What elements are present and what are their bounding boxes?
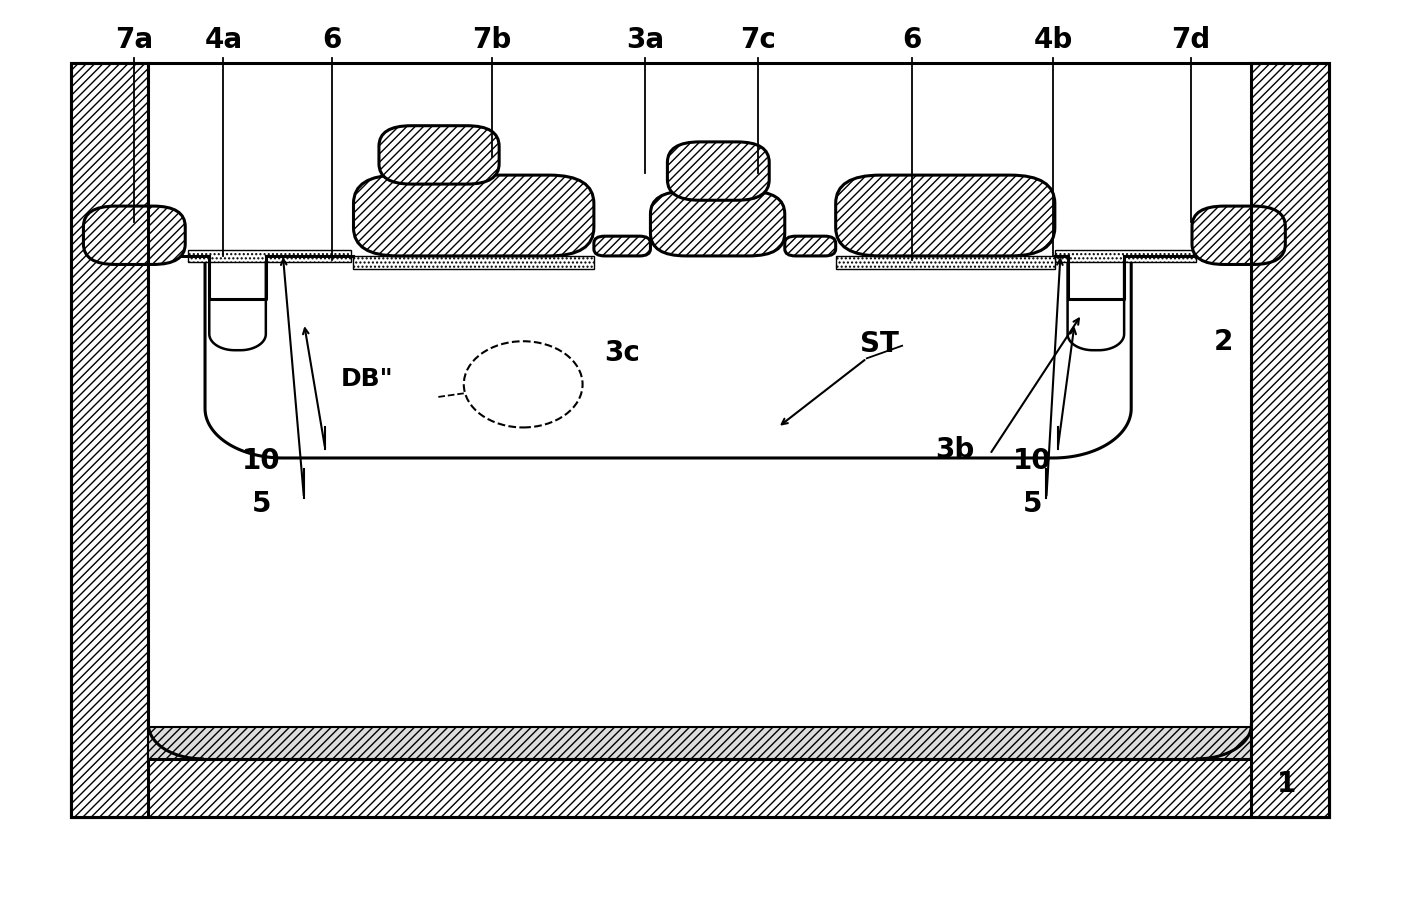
Bar	[1251, 63, 1329, 817]
Text: 3c: 3c	[604, 339, 641, 367]
Text: 5: 5	[252, 490, 271, 518]
Bar	[1055, 250, 1196, 262]
Bar	[71, 63, 148, 817]
Bar	[354, 256, 594, 269]
Text: 1: 1	[1277, 770, 1297, 798]
Bar	[148, 726, 1251, 759]
Text: 7b: 7b	[472, 26, 512, 55]
Text: ST: ST	[860, 330, 899, 358]
Text: 7a: 7a	[116, 26, 153, 55]
FancyBboxPatch shape	[785, 236, 836, 256]
Text: 10: 10	[1012, 447, 1052, 475]
FancyBboxPatch shape	[379, 126, 499, 184]
Bar	[836, 256, 1055, 269]
Text: 10: 10	[242, 447, 281, 475]
FancyBboxPatch shape	[667, 142, 769, 200]
FancyBboxPatch shape	[650, 191, 785, 256]
Text: 3a: 3a	[626, 26, 663, 55]
FancyBboxPatch shape	[83, 207, 185, 265]
FancyBboxPatch shape	[594, 236, 650, 256]
Text: 4a: 4a	[205, 26, 242, 55]
Bar	[188, 250, 351, 262]
Text: 3b: 3b	[935, 436, 974, 464]
Bar	[71, 759, 1329, 817]
FancyBboxPatch shape	[1192, 207, 1285, 265]
Text: 6: 6	[322, 26, 342, 55]
Text: 7d: 7d	[1171, 26, 1210, 55]
Text: 6: 6	[902, 26, 922, 55]
Bar	[71, 63, 1329, 817]
Text: 7c: 7c	[740, 26, 776, 55]
FancyBboxPatch shape	[836, 175, 1055, 256]
Bar	[148, 63, 1251, 759]
Text: 5: 5	[1022, 490, 1042, 518]
FancyBboxPatch shape	[354, 175, 594, 256]
Text: 2: 2	[1213, 329, 1233, 357]
Text: DB": DB"	[341, 367, 393, 392]
Text: 4b: 4b	[1034, 26, 1073, 55]
